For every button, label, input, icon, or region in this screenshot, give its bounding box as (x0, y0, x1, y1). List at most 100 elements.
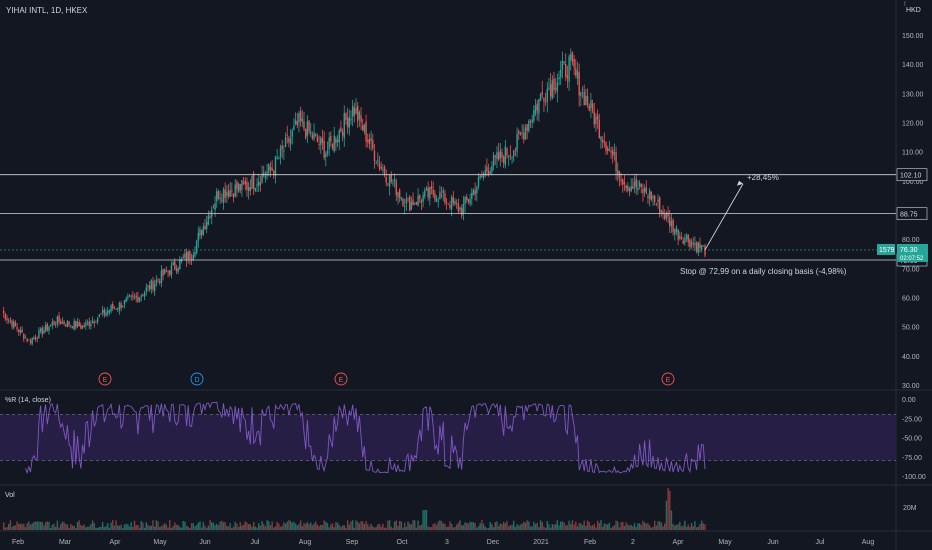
event-marker[interactable] (661, 372, 675, 386)
volume-bar (638, 523, 641, 530)
candle-body (403, 206, 406, 207)
volume-bar (593, 523, 595, 530)
time-axis-label: Dec (487, 539, 500, 546)
candle-body (98, 314, 101, 317)
candle-body (617, 170, 619, 174)
candle-body (68, 321, 70, 325)
candle-body (101, 309, 104, 313)
volume-bar (90, 523, 92, 530)
indicator-title: %R (14, close) (5, 397, 51, 404)
candle-body (432, 189, 434, 195)
candle-body (571, 51, 574, 62)
volume-bar (117, 525, 119, 530)
volume-bar (236, 523, 238, 530)
indicator-tick-label: -75.00 (902, 455, 922, 462)
candle-body (8, 319, 10, 321)
candle-body (283, 150, 285, 152)
candle-body (596, 114, 599, 120)
volume-bar (221, 520, 223, 530)
candle-body (662, 211, 664, 214)
volume-bar (289, 520, 292, 530)
volume-bar (511, 524, 513, 530)
candle-body (518, 130, 520, 134)
volume-bar (350, 521, 352, 530)
volume-bar (68, 527, 70, 530)
volume-bar (76, 521, 79, 530)
candle-body (150, 280, 153, 290)
candle-body (422, 195, 424, 202)
candle-body (88, 321, 90, 326)
volume-bar (692, 526, 694, 530)
volume-bar (189, 527, 191, 530)
volume-bar (175, 524, 178, 530)
candle-body (96, 318, 99, 322)
event-marker[interactable] (190, 372, 204, 386)
candle-body (677, 229, 679, 240)
volume-bar (430, 527, 433, 530)
event-marker[interactable] (334, 372, 348, 386)
candle-body (622, 179, 624, 185)
volume-bar (502, 521, 505, 530)
candle-body (308, 120, 310, 132)
candle-body (635, 178, 637, 189)
candle-body (162, 269, 164, 276)
candle-body (147, 285, 149, 287)
candle-body (356, 105, 359, 122)
volume-bar (241, 525, 243, 530)
volume-bar (159, 526, 161, 530)
candle-body (660, 210, 663, 212)
candle-body (316, 136, 319, 142)
volume-bar (33, 521, 35, 530)
volume-bar (434, 523, 436, 530)
candle-body (122, 306, 124, 307)
volume-bar (575, 521, 577, 530)
volume-bar (464, 522, 466, 530)
volume-bar (38, 521, 40, 530)
candle-body (578, 72, 580, 96)
volume-bar (647, 523, 649, 530)
volume-bar (554, 523, 557, 530)
event-marker-label: E (339, 377, 344, 384)
volume-bar (419, 525, 421, 530)
volume-bar (563, 522, 565, 530)
volume-bar (291, 522, 293, 530)
candle-body (33, 337, 35, 340)
volume-bar (123, 524, 126, 530)
candle-body (336, 139, 339, 143)
volume-bar (518, 525, 520, 530)
candle-body (351, 105, 354, 117)
candle-body (346, 117, 349, 128)
volume-bar (699, 524, 701, 530)
event-marker[interactable] (98, 372, 112, 386)
volume-bar (417, 520, 419, 530)
candle-body (702, 245, 705, 247)
volume-bar (304, 523, 307, 530)
event-marker-label: E (103, 377, 108, 384)
volume-bar (675, 524, 678, 530)
candle-body (195, 241, 198, 253)
candle-body (392, 182, 394, 184)
candle-body (73, 320, 75, 330)
candle-body (221, 199, 223, 201)
volume-bar (36, 521, 38, 530)
volume-bar (477, 526, 480, 530)
candle-body (24, 337, 27, 339)
volume-bar (222, 522, 225, 530)
volume-bar (226, 525, 228, 530)
candle-body (205, 222, 208, 229)
last-price-value: 76.30 (900, 247, 918, 254)
candle-body (105, 312, 107, 316)
candle-body (669, 217, 671, 227)
candle-body (187, 251, 189, 260)
volume-bar (112, 520, 114, 530)
volume-bar (439, 520, 441, 530)
candle-body (481, 175, 483, 177)
volume-bar (685, 526, 688, 530)
candle-body (556, 82, 559, 93)
volume-bar (207, 525, 210, 530)
candle-body (367, 139, 369, 142)
volume-tick-label: 20M (903, 505, 917, 512)
level-label-box (896, 168, 928, 182)
candle-body (415, 202, 418, 205)
